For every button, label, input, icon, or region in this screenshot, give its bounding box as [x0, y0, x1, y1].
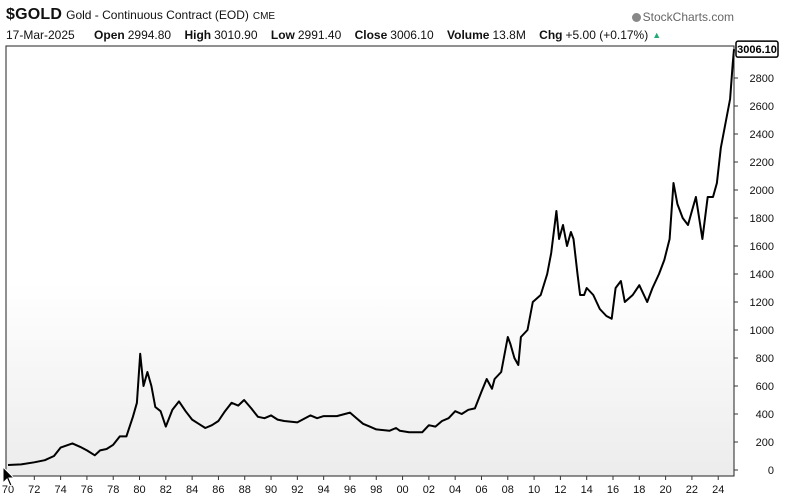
low-label: Low — [270, 28, 295, 42]
price-line — [7, 49, 735, 466]
x-tick-label: 90 — [265, 484, 277, 496]
x-tick-label: 12 — [554, 484, 566, 496]
close-label: Close — [354, 28, 388, 42]
price-series — [7, 49, 735, 466]
high-value: 3010.90 — [214, 28, 258, 42]
y-tick-label: 2400 — [750, 129, 774, 141]
x-tick-label: 84 — [186, 484, 198, 496]
x-tick-label: 76 — [81, 484, 93, 496]
x-tick-label: 86 — [212, 484, 224, 496]
y-tick-label: 2600 — [750, 101, 774, 113]
x-tick-label: 92 — [291, 484, 303, 496]
x-tick-label: 80 — [133, 484, 145, 496]
x-tick-label: 04 — [449, 484, 461, 496]
x-tick-label: 18 — [633, 484, 645, 496]
x-tick-label: 88 — [239, 484, 251, 496]
volume-label: Volume — [447, 28, 490, 42]
x-tick-label: 70 — [2, 484, 14, 496]
y-tick-label: 600 — [756, 381, 774, 393]
plot-background — [5, 45, 735, 477]
x-tick-label: 10 — [528, 484, 540, 496]
y-axis: 0 200 400 600 800 1000 1200 1400 1600 1800 2000 220… — [734, 73, 774, 477]
x-tick-label: 00 — [396, 484, 408, 496]
quote-row: 17-Mar-2025 Open 2994.80 High 3010.90 Low 2… — [6, 28, 661, 42]
close-value: 3006.10 — [390, 28, 434, 42]
x-tick-label: 98 — [370, 484, 382, 496]
y-tick-label: 1000 — [750, 325, 774, 337]
up-arrow-icon: ▲ — [652, 30, 662, 40]
x-tick-label: 02 — [423, 484, 435, 496]
x-tick-label: 24 — [712, 484, 724, 496]
last-value-box — [735, 40, 779, 58]
open-label: Open — [94, 28, 125, 42]
volume-value: 13.8M — [492, 28, 526, 42]
y-tick-label: 2200 — [750, 157, 774, 169]
title-row: $GOLD Gold - Continuous Contract (EOD) CME — [6, 6, 275, 24]
open-value: 2994.80 — [127, 28, 172, 42]
last-value-label: 3006.10 — [735, 40, 779, 58]
high-label: High — [184, 28, 212, 42]
x-tick-label: 96 — [344, 484, 356, 496]
quote-date: 17-Mar-2025 — [6, 28, 75, 42]
mouse-cursor-icon — [2, 466, 16, 487]
x-tick-label: 06 — [475, 484, 487, 496]
y-tick-label: 2000 — [750, 185, 774, 197]
brand-name: StockCharts.com — [642, 10, 734, 24]
last-value-text: 3006.10 — [737, 44, 777, 56]
chg-value: +5.00 (+0.17%) — [565, 28, 649, 42]
y-tick-label: 400 — [756, 409, 774, 421]
y-tick-label: 1800 — [750, 213, 774, 225]
x-axis: 70 72 74 76 78 80 82 84 86 88 90 92 94 96 98 00 02 04 06 08… — [2, 476, 724, 496]
x-tick-label: 78 — [107, 484, 119, 496]
chg-label: Chg — [539, 28, 563, 42]
x-tick-label: 08 — [502, 484, 514, 496]
x-tick-label: 20 — [659, 484, 671, 496]
y-tick-label: 1200 — [750, 297, 774, 309]
x-tick-label: 14 — [581, 484, 593, 496]
low-value: 2991.40 — [297, 28, 342, 42]
y-tick-label: 1600 — [750, 241, 774, 253]
brand-logo-icon — [631, 13, 641, 22]
description: Gold - Continuous Contract (EOD) — [66, 8, 249, 22]
chart-header: $GOLD Gold - Continuous Contract (EOD) CME… — [6, 4, 794, 46]
y-tick-label: 1400 — [750, 269, 774, 281]
x-tick-label: 74 — [54, 484, 66, 496]
x-tick-label: 94 — [318, 484, 330, 496]
x-tick-label: 82 — [160, 484, 172, 496]
x-tick-label: 22 — [686, 484, 698, 496]
y-tick-label: 2800 — [750, 73, 774, 85]
exchange: CME — [252, 11, 276, 22]
y-tick-label: 800 — [756, 353, 774, 365]
y-tick-label: 0 — [768, 465, 774, 477]
brand[interactable]: StockCharts.com — [631, 10, 734, 24]
symbol: $GOLD — [6, 6, 63, 23]
x-tick-label: 72 — [28, 484, 40, 496]
y-tick-label: 200 — [756, 437, 774, 449]
x-tick-label: 16 — [607, 484, 619, 496]
